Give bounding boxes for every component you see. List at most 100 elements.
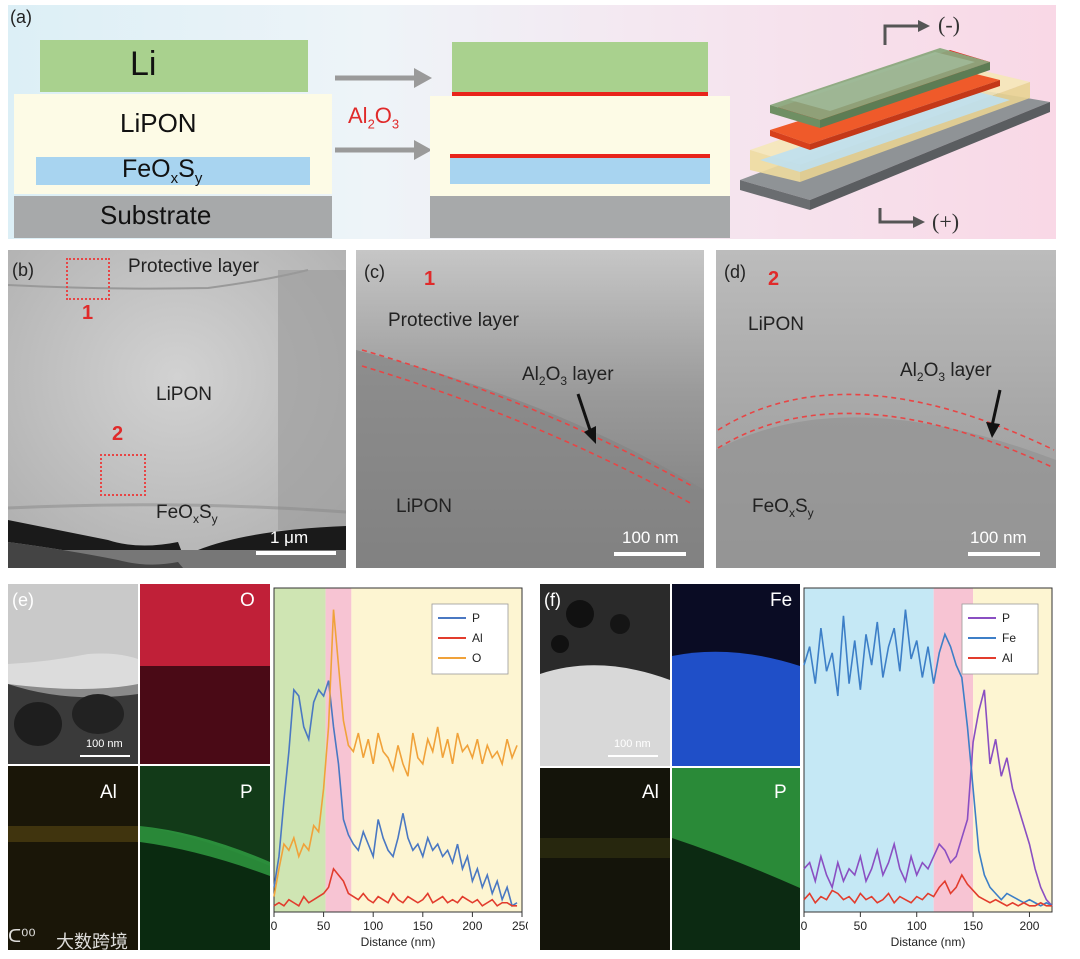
negative-terminal-label: (-) xyxy=(938,12,960,37)
panel-d-region: 2 xyxy=(768,268,780,290)
o-sub: 3 xyxy=(391,116,400,132)
panel-f-label: (f) xyxy=(544,590,561,610)
process-arrows xyxy=(335,68,432,160)
legend-entry-al: Al xyxy=(472,631,483,645)
panel-b-lipon: LiPON xyxy=(156,384,212,405)
panel-f-scale-bar xyxy=(608,755,658,757)
panel-b-cathode: FeOxSy xyxy=(156,502,218,526)
x-tick-label: 0 xyxy=(271,919,278,933)
panel-b-label: (b) xyxy=(12,260,34,280)
panel-f-scale-text: 100 nm xyxy=(614,738,651,750)
x-tick-label: 100 xyxy=(907,919,927,933)
cathode-formula: FeO xyxy=(122,155,171,183)
watermark-icon: ᑕ⁰⁰ xyxy=(8,926,36,946)
substrate-layer xyxy=(14,196,332,238)
d-cathode-formula-s: S xyxy=(794,496,808,517)
b-cathode-sub-y: y xyxy=(211,511,218,526)
haadf-image-e xyxy=(8,584,138,764)
li-layer xyxy=(40,40,308,92)
x-tick-label: 50 xyxy=(317,919,331,933)
eds-map-al-f xyxy=(540,768,670,950)
legend-entry-o: O xyxy=(472,651,481,665)
tem-image-c xyxy=(356,250,704,568)
series-line-fe xyxy=(803,609,1053,907)
c-layer-word: layer xyxy=(567,364,614,385)
region-band-0 xyxy=(274,588,326,912)
d-o-text: O xyxy=(923,360,939,381)
region-1-label: 1 xyxy=(82,302,94,324)
panel-c-protective-layer: Protective layer xyxy=(388,310,519,331)
region-1-box xyxy=(66,258,110,300)
map-p-label-e: P xyxy=(240,782,253,803)
c-al-text: Al xyxy=(522,364,539,385)
c-al-sub: 2 xyxy=(538,373,546,388)
tem-image-d xyxy=(716,250,1056,568)
x-tick-label: 250 xyxy=(512,919,528,933)
series-line-al xyxy=(273,867,518,907)
b-cathode-formula-s: S xyxy=(198,502,212,523)
cathode-sub-y: y xyxy=(194,170,203,187)
x-tick-label: 100 xyxy=(363,919,383,933)
x-tick-label: 0 xyxy=(801,919,808,933)
series-line-al xyxy=(803,873,1052,907)
al-text: Al xyxy=(348,103,368,128)
region-2-label: 2 xyxy=(112,423,124,445)
series-line-o xyxy=(273,609,518,897)
eds-map-p-e xyxy=(140,766,270,950)
eds-map-o xyxy=(140,584,270,764)
d-o-sub: 3 xyxy=(938,369,946,384)
al2o3-top-line xyxy=(452,92,708,96)
c-o-text: O xyxy=(545,364,561,385)
d-al-text: Al xyxy=(900,360,917,381)
panel-b-scale-text: 1 μm xyxy=(270,528,309,547)
panel-d-scale-bar xyxy=(968,552,1040,556)
panel-d-cathode: FeOxSy xyxy=(752,496,814,520)
lipon-label: LiPON xyxy=(120,108,197,138)
li-layer-coated xyxy=(452,42,708,92)
panel-c-label: (c) xyxy=(364,262,385,282)
plot-frame xyxy=(803,587,1053,913)
x-tick-label: 50 xyxy=(854,919,868,933)
line-chart-f: 0 50 100 150 200 Distance (nm) P Fe Al xyxy=(801,587,1053,949)
d-al-sub: 2 xyxy=(916,369,924,384)
panel-a-label: (a) xyxy=(10,7,32,27)
legend-entry-fe: Fe xyxy=(1002,631,1016,645)
x-axis-label: Distance (nm) xyxy=(361,935,436,949)
panel-b-scale-bar xyxy=(256,551,336,555)
substrate-label: Substrate xyxy=(100,200,212,230)
x-tick-label: 150 xyxy=(413,919,433,933)
legend-entry-al: Al xyxy=(1002,651,1013,665)
o-text: O xyxy=(374,103,392,128)
series-line-p xyxy=(803,689,1053,907)
haadf-image-f xyxy=(540,584,670,766)
panel-e-scale-bar xyxy=(80,755,130,757)
panel-c-al2o3-layer: Al2O3 layer xyxy=(522,364,614,388)
d-cathode-sub-y: y xyxy=(807,505,814,520)
panel-c-lipon: LiPON xyxy=(396,496,452,517)
d-layer-word: layer xyxy=(945,360,992,381)
region-band-1 xyxy=(325,588,352,912)
panel-c-scale-text: 100 nm xyxy=(622,528,679,547)
watermark: 大数跨境 xyxy=(56,932,128,952)
x-tick-label: 150 xyxy=(963,919,983,933)
al2o3-arrow-label: Al2O3 xyxy=(348,103,399,131)
map-al-label-e: Al xyxy=(100,782,117,803)
legend-entry-p: P xyxy=(1002,611,1010,625)
battery-3d-schematic xyxy=(740,20,1050,228)
al2o3-bottom-line xyxy=(450,154,710,158)
panel-d-label: (d) xyxy=(724,262,746,282)
panel-e-label: (e) xyxy=(12,590,34,610)
b-cathode-formula: FeO xyxy=(156,502,193,523)
cathode-layer xyxy=(36,157,310,185)
al-sub: 2 xyxy=(367,116,375,132)
region-2-box xyxy=(100,454,146,496)
cathode-layer-coated xyxy=(450,158,710,184)
b-cathode-sub-x: x xyxy=(192,511,199,526)
map-al-label-f: Al xyxy=(642,782,659,803)
substrate-layer-coated xyxy=(430,196,730,238)
panel-d-al2o3-layer: Al2O3 layer xyxy=(900,360,992,384)
x-tick-label: 200 xyxy=(462,919,482,933)
map-fe-label: Fe xyxy=(770,590,793,611)
map-p-label-f: P xyxy=(774,782,787,803)
d-cathode-sub-x: x xyxy=(788,505,795,520)
